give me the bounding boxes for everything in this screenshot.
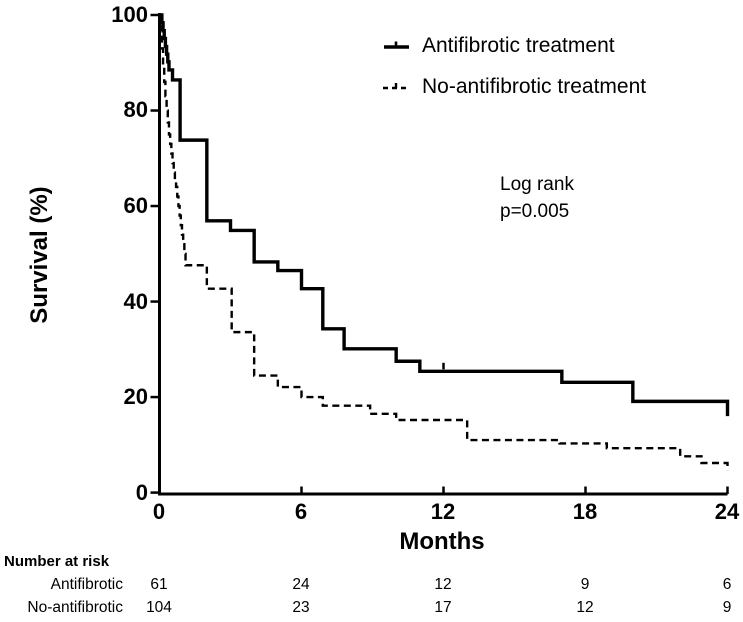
- y-tick-label-40: 40: [123, 289, 148, 314]
- risk-count: 6: [722, 576, 732, 593]
- p-value: p=0.005: [500, 201, 570, 222]
- y-tick-label-20: 20: [123, 384, 148, 409]
- x-tick-label-24: 24: [714, 499, 740, 524]
- x-axis-title: Months: [399, 528, 485, 555]
- y-tick-label-100: 100: [111, 2, 148, 27]
- risk-count: 104: [146, 599, 172, 616]
- risk-row-label-no-antifibrotic: No-antifibrotic: [27, 599, 123, 616]
- x-tick-label-0: 0: [152, 499, 166, 524]
- log-rank-annotation: Log rank p=0.005: [500, 171, 574, 225]
- risk-count: 17: [434, 599, 452, 616]
- risk-count: 23: [292, 599, 310, 616]
- legend-label-antifibrotic: Antifibrotic treatment: [422, 34, 615, 57]
- risk-count: 12: [576, 599, 594, 616]
- risk-count: 9: [722, 599, 732, 616]
- risk-count: 12: [434, 576, 452, 593]
- risk-table-title: Number at risk: [4, 553, 110, 570]
- risk-count: 61: [150, 576, 168, 593]
- risk-count: 9: [580, 576, 590, 593]
- legend-item-antifibrotic: Antifibrotic treatment: [383, 32, 646, 60]
- solid-line-key-icon: [384, 41, 409, 49]
- y-tick-label-60: 60: [123, 193, 148, 218]
- legend-item-no-antifibrotic: No-antifibrotic treatment: [383, 73, 646, 101]
- log-rank-label: Log rank: [500, 174, 574, 195]
- y-axis-title: Survival (%): [26, 186, 53, 324]
- y-tick-label-80: 80: [123, 97, 148, 122]
- x-tick-label-6: 6: [294, 499, 308, 524]
- x-tick-label-12: 12: [430, 499, 456, 524]
- legend: Antifibrotic treatment No-antifibrotic t…: [383, 32, 646, 114]
- dashed-line-key-icon: [383, 83, 410, 90]
- risk-row-label-antifibrotic: Antifibrotic: [50, 576, 123, 593]
- legend-label-no-antifibrotic: No-antifibrotic treatment: [422, 75, 647, 98]
- x-tick-label-18: 18: [572, 499, 598, 524]
- risk-count: 24: [292, 576, 310, 593]
- y-tick-label-0: 0: [135, 480, 148, 505]
